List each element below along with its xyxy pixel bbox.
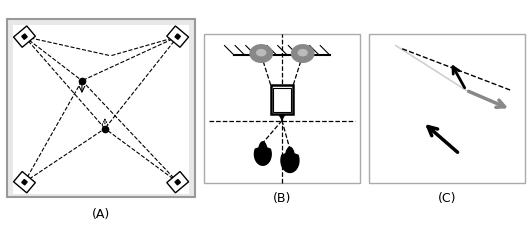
Polygon shape	[167, 172, 189, 193]
Polygon shape	[298, 50, 307, 57]
Text: (B): (B)	[273, 191, 291, 204]
Polygon shape	[13, 172, 36, 193]
Polygon shape	[7, 20, 195, 198]
Text: (C): (C)	[438, 191, 456, 204]
Polygon shape	[278, 115, 286, 121]
Polygon shape	[204, 35, 360, 183]
Text: (A): (A)	[92, 207, 110, 220]
Polygon shape	[167, 27, 189, 48]
Polygon shape	[22, 180, 27, 185]
Polygon shape	[175, 180, 180, 185]
Polygon shape	[13, 27, 36, 48]
Bar	[271, 86, 293, 115]
Bar	[273, 88, 290, 112]
Polygon shape	[257, 50, 265, 57]
Polygon shape	[254, 142, 271, 166]
Polygon shape	[13, 26, 189, 194]
Polygon shape	[175, 35, 180, 40]
Polygon shape	[250, 46, 272, 63]
Polygon shape	[22, 35, 27, 40]
Polygon shape	[281, 148, 299, 173]
Polygon shape	[369, 35, 525, 183]
Polygon shape	[292, 46, 314, 63]
